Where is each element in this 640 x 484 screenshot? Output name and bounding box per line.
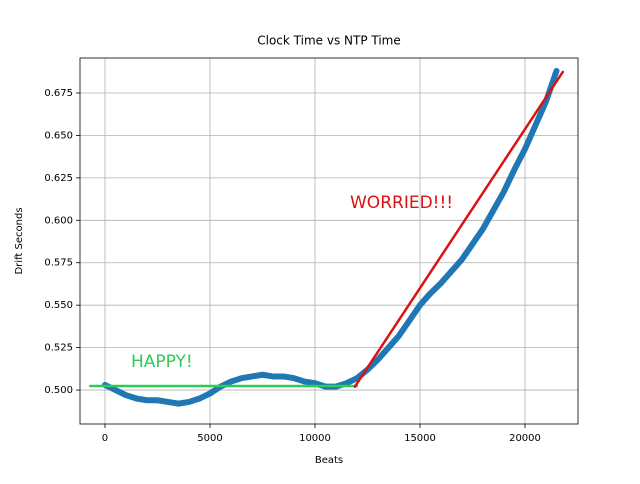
x-axis-label: Beats — [315, 455, 343, 466]
y-axis-label: Drift Seconds — [14, 207, 25, 274]
data-line — [353, 70, 565, 388]
y-tick-label: 0.575 — [44, 258, 73, 269]
x-tick-label: 10000 — [299, 433, 331, 444]
y-tick-label: 0.675 — [44, 88, 73, 99]
axes-frame — [79, 57, 579, 425]
y-tick-label: 0.625 — [44, 173, 73, 184]
annotation: HAPPY! — [131, 352, 193, 372]
chart-title: Clock Time vs NTP Time — [257, 34, 401, 48]
y-tick-label: 0.550 — [44, 300, 73, 311]
x-tick-label: 20000 — [509, 433, 541, 444]
annotation: WORRIED!!! — [350, 193, 453, 213]
y-tick-label: 0.650 — [44, 130, 73, 141]
plot-area: HAPPY! WORRIED!!! — [89, 67, 565, 407]
y-tick-label: 0.500 — [44, 385, 73, 396]
x-tick-label: 0 — [102, 433, 108, 444]
x-tick-label: 15000 — [404, 433, 436, 444]
grid: 0 5000 10000 15000 20000 0.500 0.525 0.550 0.575… — [44, 58, 578, 444]
x-tick-label: 5000 — [197, 433, 222, 444]
y-tick-label: 0.525 — [44, 343, 73, 354]
y-tick-label: 0.600 — [44, 215, 73, 226]
